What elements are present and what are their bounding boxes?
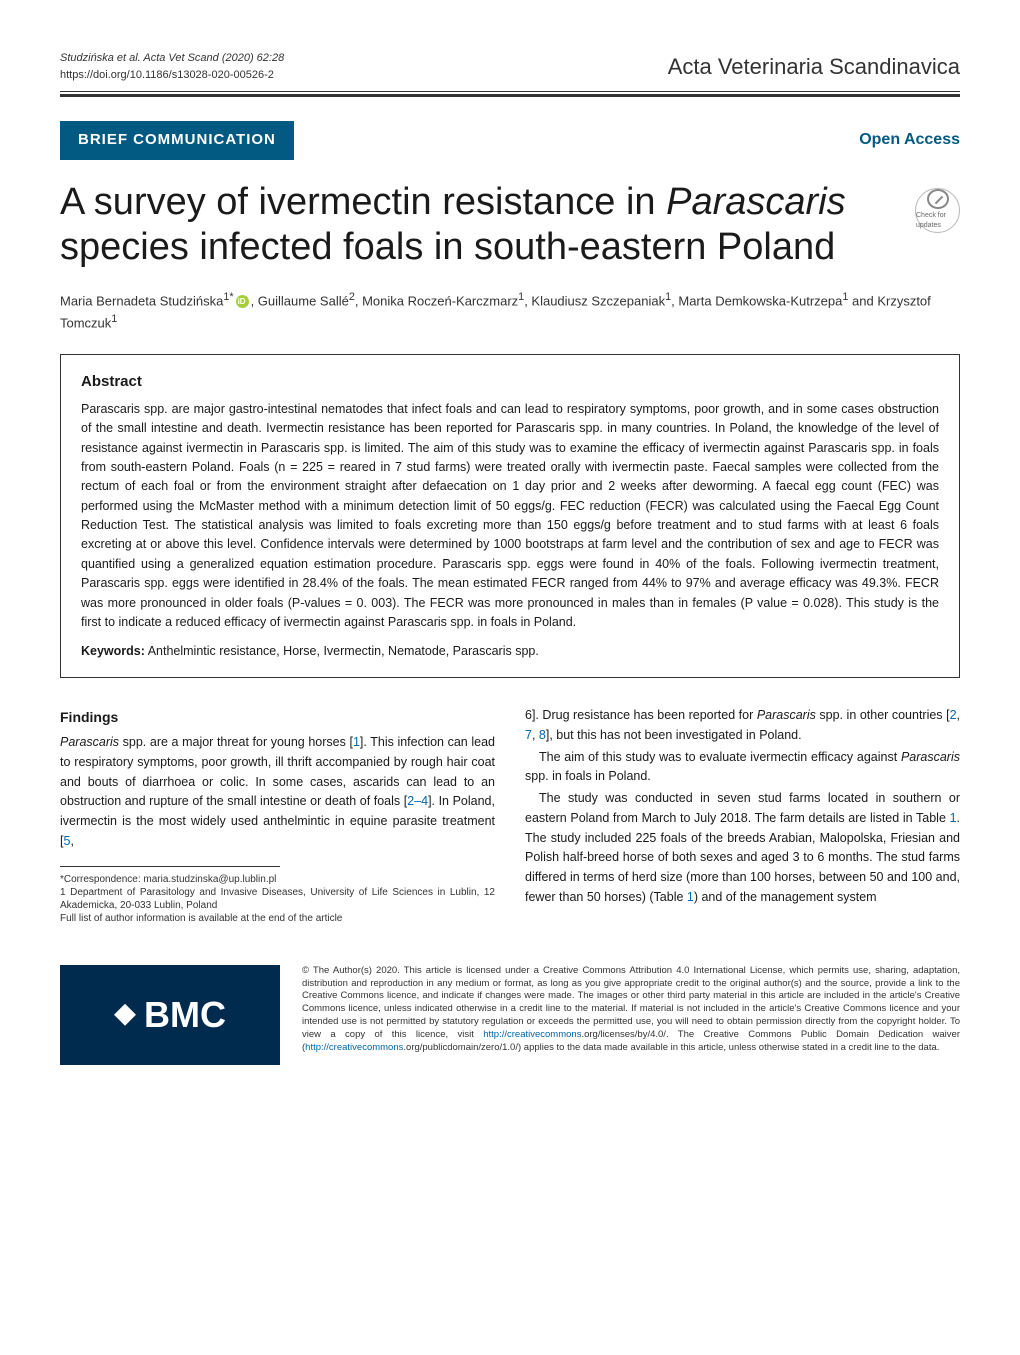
- abstract-heading: Abstract: [81, 371, 939, 394]
- divider-thick: [60, 94, 960, 97]
- banner: BRIEF COMMUNICATION Open Access: [60, 121, 960, 160]
- header-left: Studzińska et al. Acta Vet Scand (2020) …: [60, 50, 284, 83]
- doi-link[interactable]: https://doi.org/10.1186/s13028-020-00526…: [60, 67, 284, 84]
- correspondence-note: Full list of author information is avail…: [60, 912, 495, 925]
- correspondence-affiliation: 1 Department of Parasitology and Invasiv…: [60, 886, 495, 912]
- bmc-logo: BMC: [60, 965, 280, 1065]
- findings-col1-p1: Parascaris spp. are a major threat for y…: [60, 733, 495, 852]
- keywords: Keywords: Anthelmintic resistance, Horse…: [81, 642, 939, 661]
- title-part2: species infected foals in south-eastern …: [60, 226, 835, 268]
- citation: Studzińska et al. Acta Vet Scand (2020) …: [60, 50, 284, 67]
- bmc-text: BMC: [144, 988, 226, 1042]
- authors: Maria Bernadeta Studzińska1*, Guillaume …: [60, 289, 960, 333]
- journal-name: Acta Veterinaria Scandinavica: [668, 50, 960, 83]
- title-part1: A survey of ivermectin resistance in: [60, 181, 666, 223]
- abstract-box: Abstract Parascaris spp. are major gastr…: [60, 354, 960, 678]
- title-italic: Parascaris: [666, 181, 846, 223]
- column-left: Findings Parascaris spp. are a major thr…: [60, 706, 495, 925]
- keywords-label: Keywords:: [81, 644, 145, 658]
- correspondence-divider: [60, 866, 280, 867]
- column-right: 6]. Drug resistance has been reported fo…: [525, 706, 960, 925]
- correspondence-email: *Correspondence: maria.studzinska@up.lub…: [60, 873, 495, 886]
- crossmark-icon[interactable]: Check for updates: [915, 188, 960, 233]
- findings-col2-p2: The aim of this study was to evaluate iv…: [525, 748, 960, 788]
- keywords-text: Anthelmintic resistance, Horse, Ivermect…: [145, 644, 539, 658]
- title-block: A survey of ivermectin resistance in Par…: [60, 180, 960, 271]
- open-access-label: Open Access: [859, 128, 960, 152]
- article-title: A survey of ivermectin resistance in Par…: [60, 180, 860, 271]
- correspondence: *Correspondence: maria.studzinska@up.lub…: [60, 873, 495, 925]
- body-columns: Findings Parascaris spp. are a major thr…: [60, 706, 960, 925]
- footer: BMC © The Author(s) 2020. This article i…: [60, 955, 960, 1065]
- crossmark-label: Check for updates: [916, 211, 959, 232]
- license-text: © The Author(s) 2020. This article is li…: [302, 965, 960, 1055]
- bmc-diamond-icon: [114, 1004, 136, 1026]
- header: Studzińska et al. Acta Vet Scand (2020) …: [60, 50, 960, 83]
- findings-col2-p1: 6]. Drug resistance has been reported fo…: [525, 706, 960, 746]
- divider-thin: [60, 91, 960, 92]
- article-type-badge: BRIEF COMMUNICATION: [60, 121, 294, 160]
- findings-col2-p3: The study was conducted in seven stud fa…: [525, 789, 960, 908]
- findings-heading: Findings: [60, 706, 495, 728]
- abstract-text: Parascaris spp. are major gastro-intesti…: [81, 400, 939, 633]
- crossmark-circle-icon: [927, 189, 949, 209]
